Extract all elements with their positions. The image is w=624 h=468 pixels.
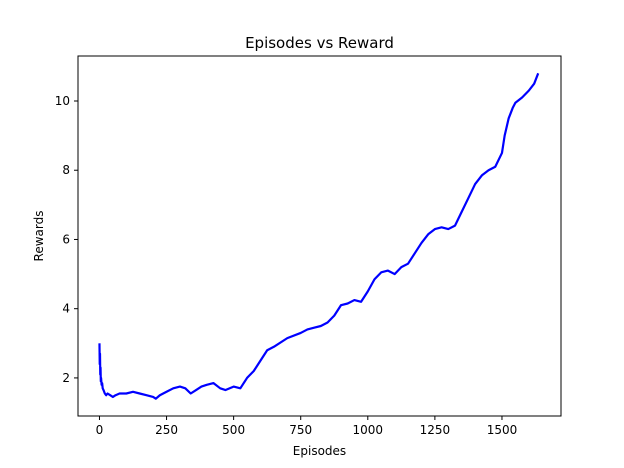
y-tick-label: 8 (62, 163, 70, 177)
y-tick-label: 6 (62, 232, 70, 246)
y-tick-label: 4 (62, 302, 70, 316)
x-tick-label: 1500 (487, 423, 518, 437)
series-line-0 (98, 72, 540, 400)
y-axis-label: Rewards (32, 211, 46, 262)
chart-title: Episodes vs Reward (245, 34, 394, 52)
x-tick-label: 0 (96, 423, 104, 437)
x-tick-label: 750 (289, 423, 312, 437)
y-tick-label: 2 (62, 371, 70, 385)
x-tick-label: 500 (222, 423, 245, 437)
series-layer (98, 72, 540, 400)
y-tick-label: 10 (55, 94, 70, 108)
y-axis: 2 4 6 8 10 (55, 94, 78, 385)
x-tick-label: 1000 (353, 423, 384, 437)
x-tick-label: 250 (155, 423, 178, 437)
x-axis: 0 250 500 750 1000 1250 1500 (96, 416, 518, 437)
x-tick-label: 1250 (420, 423, 451, 437)
plot-area (78, 56, 561, 416)
x-axis-label: Episodes (293, 444, 346, 458)
plot-frame (77, 55, 562, 417)
